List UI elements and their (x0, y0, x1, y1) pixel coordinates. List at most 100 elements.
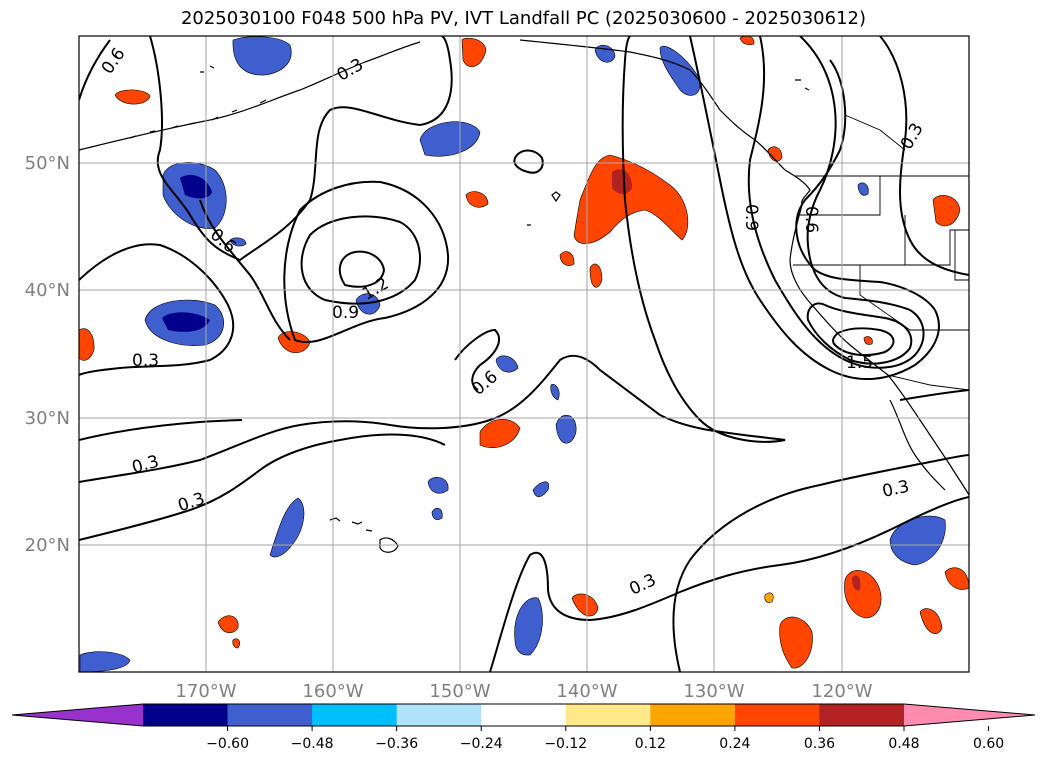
contour-1.5-cutoff (832, 327, 895, 357)
contour-label: 0.9 (741, 204, 761, 231)
lon-tick-label: 150°W (429, 681, 490, 702)
contour-0.3-lower-west (79, 419, 243, 441)
pv-blob-positive (232, 638, 240, 649)
pv-blob-negative (431, 507, 443, 520)
contour-0.3-south-wave (489, 496, 969, 672)
colorbar-tick-label: 0.12 (635, 736, 666, 752)
contour-0.6-nw (79, 39, 111, 101)
colorbar-segment (819, 704, 905, 726)
lat-tick-label: 20°N (25, 535, 70, 556)
pv-blob-negative (229, 237, 247, 247)
pv-blob-negative (514, 597, 543, 656)
contour-0.3-east-box (672, 454, 969, 672)
contour-0.6-central-ring (283, 180, 450, 344)
colorbar-segment (650, 704, 736, 726)
us-west-coast (789, 204, 969, 496)
pv-blob-negative (495, 355, 519, 373)
border-line (844, 114, 906, 151)
contour-0.3-midlat-wave (79, 36, 786, 483)
pv-blob-negative (555, 415, 577, 444)
colorbar-segment (143, 704, 229, 726)
colorbar-tick-label: −0.48 (291, 736, 334, 752)
contour-label: 0.3 (132, 351, 159, 371)
contour-label: 0.9 (332, 303, 359, 323)
contour-label: 1.5 (846, 353, 873, 373)
pv-blob-positive (764, 592, 774, 603)
small-islands (200, 65, 810, 226)
pv-blob-negative (427, 477, 449, 494)
colorbar-tick-label: −0.12 (544, 736, 587, 752)
pv-blob-positive (919, 608, 943, 634)
lat-tick-label: 30°N (25, 408, 70, 429)
lon-tick-label: 170°W (175, 681, 236, 702)
lon-tick-label: 120°W (811, 681, 872, 702)
colorbar-segment (734, 704, 820, 726)
pv-blob-negative (532, 481, 550, 498)
pv-blob-positive (479, 419, 521, 448)
contour-1.2-ring (338, 250, 386, 288)
colorbar-tick-label: −0.60 (206, 736, 249, 752)
contour-1.2-cutoff (806, 302, 913, 365)
pv-blob-positive (767, 146, 783, 162)
colorbar-outline (11, 703, 1036, 727)
pv-blob-positive (779, 616, 813, 669)
border-line (954, 230, 969, 281)
pv-blob-negative (419, 121, 481, 157)
colorbar-segment (312, 704, 398, 726)
hawaii-islands (329, 517, 399, 553)
pv-blob-positive (114, 89, 151, 105)
contour-0.3-south-west (79, 433, 446, 541)
colorbar-extend-high (904, 704, 1035, 726)
map-title: 2025030100 F048 500 hPa PV, IVT Landfall… (180, 8, 867, 29)
colorbar-tick-label: 0.48 (888, 736, 919, 752)
colorbar-tick-label: −0.24 (460, 736, 503, 752)
contour-label: 0.6 (801, 206, 821, 233)
pv-blob-negative (232, 36, 292, 76)
lat-tick-label: 40°N (25, 280, 70, 301)
pv-blob-negative (269, 497, 305, 558)
us-mexico-border (887, 374, 969, 391)
aleutian-islands (129, 99, 267, 139)
border-line (905, 229, 969, 266)
map-content: 0.6 0.3 0.6 0.9 1.2 0.3 0.3 0.3 0.6 0.9 … (79, 36, 969, 672)
colorbar-segment (396, 704, 482, 726)
contour-0.3-subtrop-east (899, 389, 969, 401)
pv-blob-negative (659, 45, 701, 96)
lat-tick-label: 50°N (25, 153, 70, 174)
colorbar-tick-label: 0.60 (973, 736, 1004, 752)
contour-0.9-ring (300, 215, 421, 305)
contour-0.9-cutoff (747, 36, 925, 369)
pv-blob-positive (79, 328, 95, 361)
pv-contours (79, 36, 969, 672)
pv-blob-positive (573, 154, 689, 244)
pv-blob-negative-core (180, 174, 212, 199)
colorbar-segment (481, 704, 567, 726)
contour-0.6-blob (513, 149, 544, 174)
colorbar-extend-low (12, 704, 143, 726)
pv-blob-negative (550, 384, 560, 401)
bc-coast (784, 169, 811, 206)
lon-tick-label: 160°W (302, 681, 363, 702)
contour-0.3-west-lobe (79, 243, 235, 376)
lat-tick-labels: 50°N 40°N 30°N 20°N (25, 153, 70, 556)
negative-pv-anomalies (79, 36, 946, 672)
colorbar-segment (227, 704, 313, 726)
pv-blob-positive (559, 251, 575, 266)
border-line (800, 176, 881, 216)
pv-blob-positive (863, 336, 873, 345)
pv-blob-positive (461, 37, 487, 68)
colorbar-tick-label: 0.24 (719, 736, 750, 752)
alaska-peninsula-coast (79, 41, 421, 151)
pv-blob-positive-core (612, 169, 632, 194)
colorbar-tick-label: −0.36 (375, 736, 418, 752)
pv-blob-positive (465, 191, 489, 208)
baja-coast (889, 399, 946, 491)
contour-0.3-east-coast (879, 36, 969, 276)
pv-blob-negative (857, 182, 869, 196)
pv-blob-negative-core (162, 312, 210, 332)
pv-blob-positive (217, 615, 239, 634)
pv-blob-positive (932, 195, 961, 227)
pv-blob-positive-core (852, 575, 861, 591)
contour-0.6-small (454, 328, 500, 391)
